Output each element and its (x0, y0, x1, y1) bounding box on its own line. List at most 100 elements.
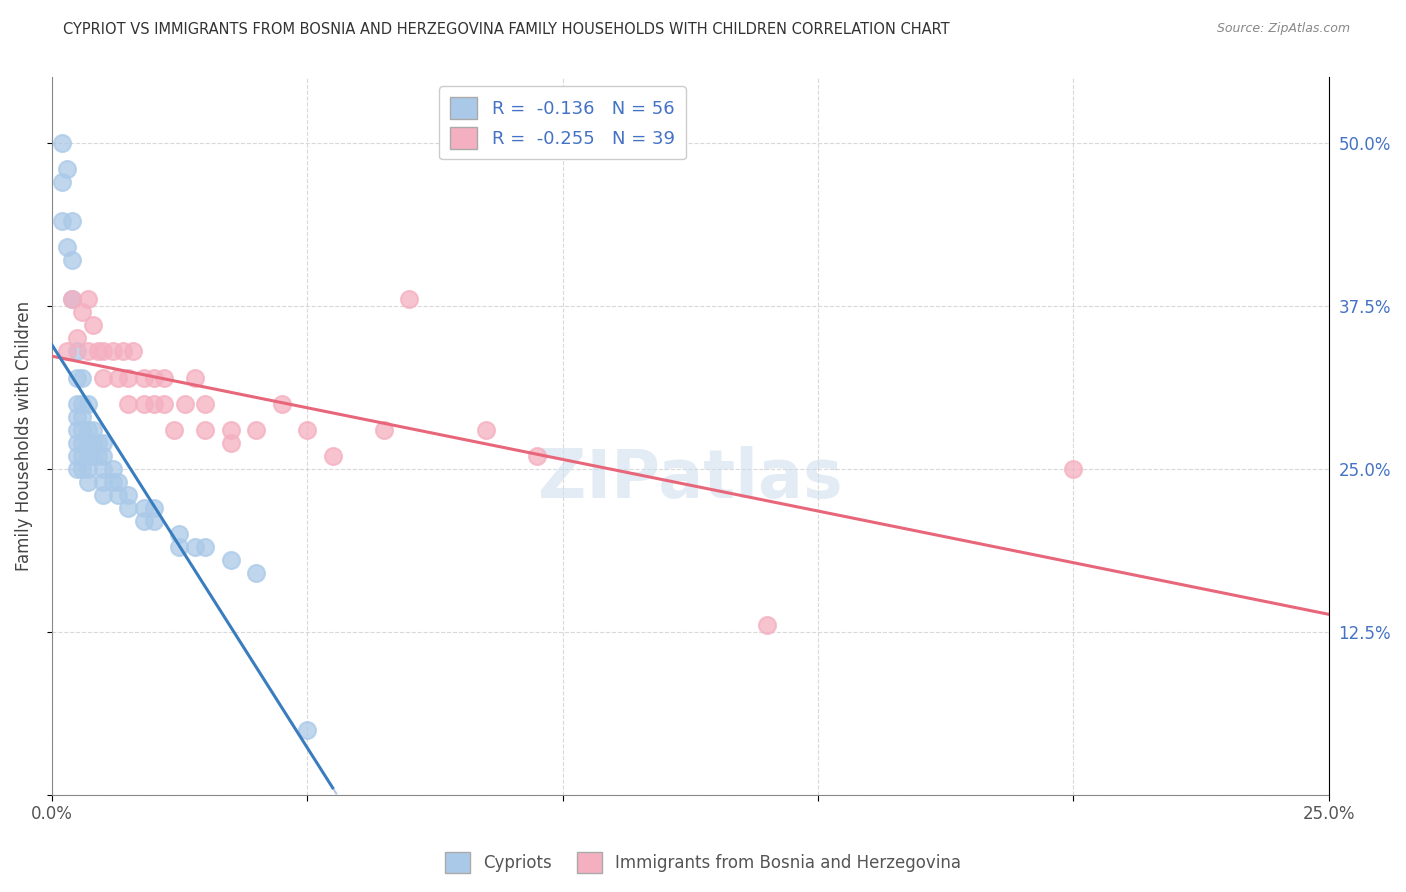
Point (66, 409, 89, 424)
Point (91, 449, 114, 463)
Point (87, 344, 110, 359)
Point (132, 370, 155, 384)
Point (82, 435, 104, 450)
Text: Source: ZipAtlas.com: Source: ZipAtlas.com (1216, 22, 1350, 36)
Point (91, 475, 114, 489)
Point (51, 136, 73, 150)
Point (184, 370, 207, 384)
Point (107, 488, 129, 502)
Point (72, 409, 94, 424)
Point (76, 462, 98, 476)
Point (142, 514, 165, 528)
Point (72, 462, 94, 476)
Point (82, 423, 104, 437)
Point (91, 462, 114, 476)
Point (122, 344, 145, 359)
Point (76, 435, 98, 450)
Point (142, 397, 165, 411)
Point (60, 253, 83, 268)
Point (66, 435, 89, 450)
Point (270, 397, 292, 411)
Point (169, 540, 191, 554)
Point (66, 344, 89, 359)
Point (82, 318, 104, 333)
Point (72, 397, 94, 411)
Point (132, 514, 155, 528)
Legend: Cypriots, Immigrants from Bosnia and Herzegovina: Cypriots, Immigrants from Bosnia and Her… (439, 846, 967, 880)
Text: CYPRIOT VS IMMIGRANTS FROM BOSNIA AND HERZEGOVINA FAMILY HOUSEHOLDS WITH CHILDRE: CYPRIOT VS IMMIGRANTS FROM BOSNIA AND HE… (63, 22, 950, 37)
Point (153, 370, 176, 384)
Point (72, 449, 94, 463)
Point (194, 540, 217, 554)
Point (169, 527, 191, 541)
Point (245, 423, 267, 437)
Point (526, 449, 548, 463)
Point (76, 449, 98, 463)
Point (295, 723, 318, 737)
Point (142, 501, 165, 516)
Point (76, 475, 98, 489)
Point (51, 175, 73, 189)
Point (87, 435, 110, 450)
Point (56, 240, 79, 254)
Point (173, 397, 195, 411)
Point (112, 344, 135, 359)
Point (132, 501, 155, 516)
Point (245, 566, 267, 581)
Point (101, 462, 124, 476)
Point (56, 344, 79, 359)
Point (82, 449, 104, 463)
Point (107, 475, 129, 489)
Point (56, 161, 79, 176)
Point (66, 331, 89, 345)
Point (117, 397, 139, 411)
Point (142, 370, 165, 384)
Point (60, 292, 83, 306)
Point (91, 344, 114, 359)
Point (91, 488, 114, 502)
Point (72, 423, 94, 437)
Point (66, 370, 89, 384)
Point (72, 435, 94, 450)
Point (76, 397, 98, 411)
Point (66, 449, 89, 463)
Text: ZIPatlas: ZIPatlas (538, 446, 842, 512)
Point (194, 423, 217, 437)
Point (219, 423, 242, 437)
Point (66, 423, 89, 437)
Point (153, 397, 176, 411)
Point (163, 423, 186, 437)
Point (101, 475, 124, 489)
Point (295, 423, 318, 437)
Point (194, 397, 217, 411)
Point (219, 553, 242, 567)
Point (475, 423, 498, 437)
Point (76, 423, 98, 437)
Point (107, 370, 129, 384)
Point (184, 540, 207, 554)
Point (76, 292, 98, 306)
Point (219, 435, 242, 450)
Point (76, 344, 98, 359)
Point (72, 305, 94, 319)
Point (87, 449, 110, 463)
Point (66, 462, 89, 476)
Point (66, 397, 89, 411)
Point (132, 397, 155, 411)
Point (117, 488, 139, 502)
Point (117, 501, 139, 516)
Point (91, 435, 114, 450)
Point (1062, 462, 1084, 476)
Y-axis label: Family Households with Children: Family Households with Children (15, 301, 32, 571)
Point (51, 214, 73, 228)
Point (60, 214, 83, 228)
Point (398, 292, 420, 306)
Legend: R =  -0.136   N = 56, R =  -0.255   N = 39: R = -0.136 N = 56, R = -0.255 N = 39 (440, 87, 686, 160)
Point (91, 370, 114, 384)
Point (72, 370, 94, 384)
Point (755, 618, 778, 632)
Point (322, 449, 344, 463)
Point (101, 344, 124, 359)
Point (373, 423, 395, 437)
Point (60, 292, 83, 306)
